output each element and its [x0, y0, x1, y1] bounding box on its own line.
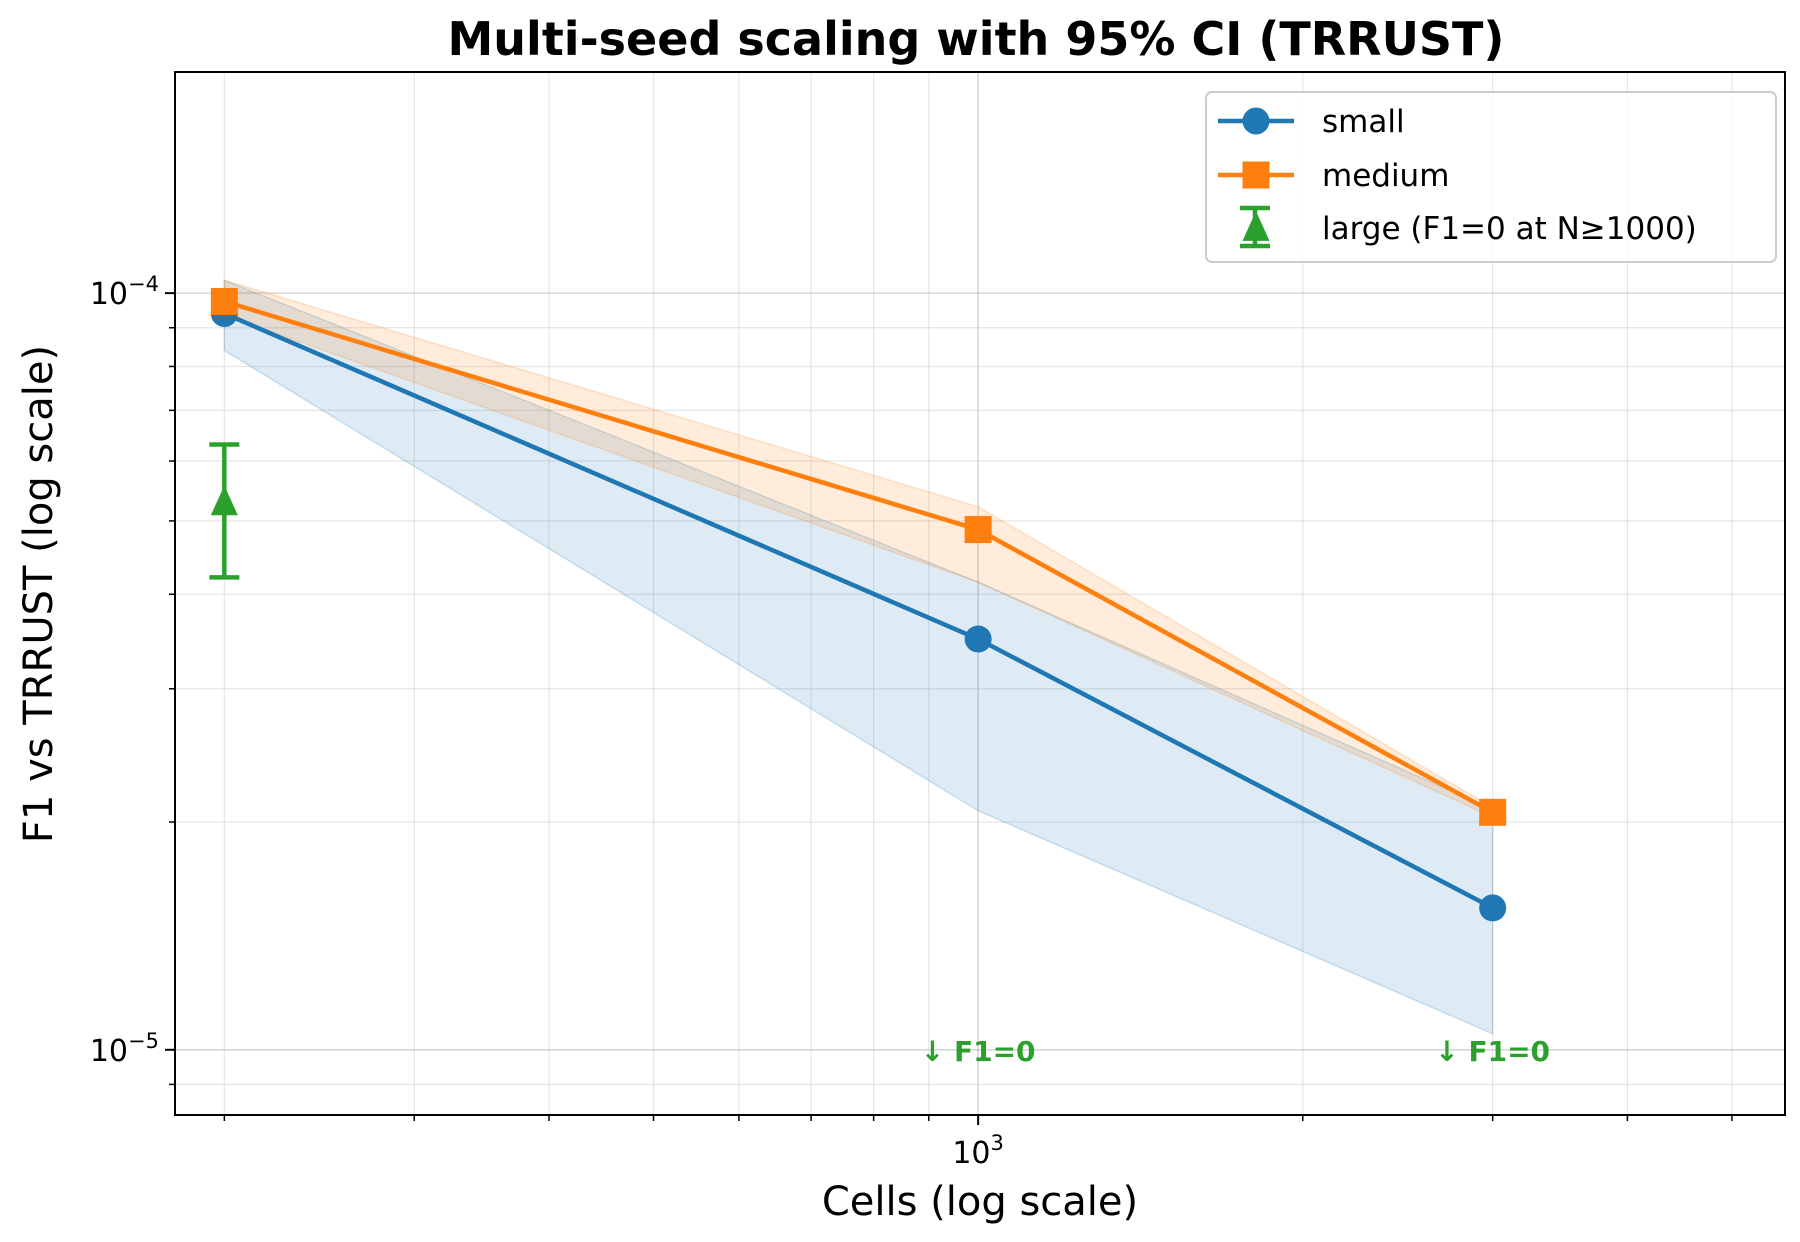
data-point-large: [210, 485, 238, 516]
data-point-medium: [1479, 798, 1507, 826]
legend-box: [1205, 91, 1777, 263]
data-point-small: [964, 625, 992, 653]
chart-title: Multi-seed scaling with 95% CI (TRRUST): [448, 12, 1505, 66]
y-tick-label: 10−4: [90, 272, 159, 312]
legend-marker-medium: [1242, 161, 1270, 189]
y-axis-label: F1 vs TRRUST (log scale): [16, 345, 62, 843]
legend-label-small: small: [1322, 104, 1405, 140]
f1-zero-annotation: ↓ F1=0: [1435, 1035, 1550, 1068]
x-tick-label: 103: [952, 1131, 1004, 1171]
data-point-medium: [964, 516, 992, 544]
x-axis-label: Cells (log scale): [822, 1179, 1138, 1225]
data-point-medium: [210, 287, 238, 315]
legend: small medium large (F1=0 at N≥1000): [1205, 91, 1777, 263]
y-tick-label: 10−5: [90, 1029, 159, 1069]
data-point-small: [1479, 894, 1507, 922]
f1-zero-annotation: ↓ F1=0: [921, 1035, 1036, 1068]
legend-label-large: large (F1=0 at N≥1000): [1322, 211, 1697, 247]
ci-band-small: [223, 279, 1494, 1035]
legend-marker-large: [1242, 211, 1270, 241]
legend-label-medium: medium: [1322, 158, 1449, 194]
legend-marker-small: [1242, 107, 1270, 135]
